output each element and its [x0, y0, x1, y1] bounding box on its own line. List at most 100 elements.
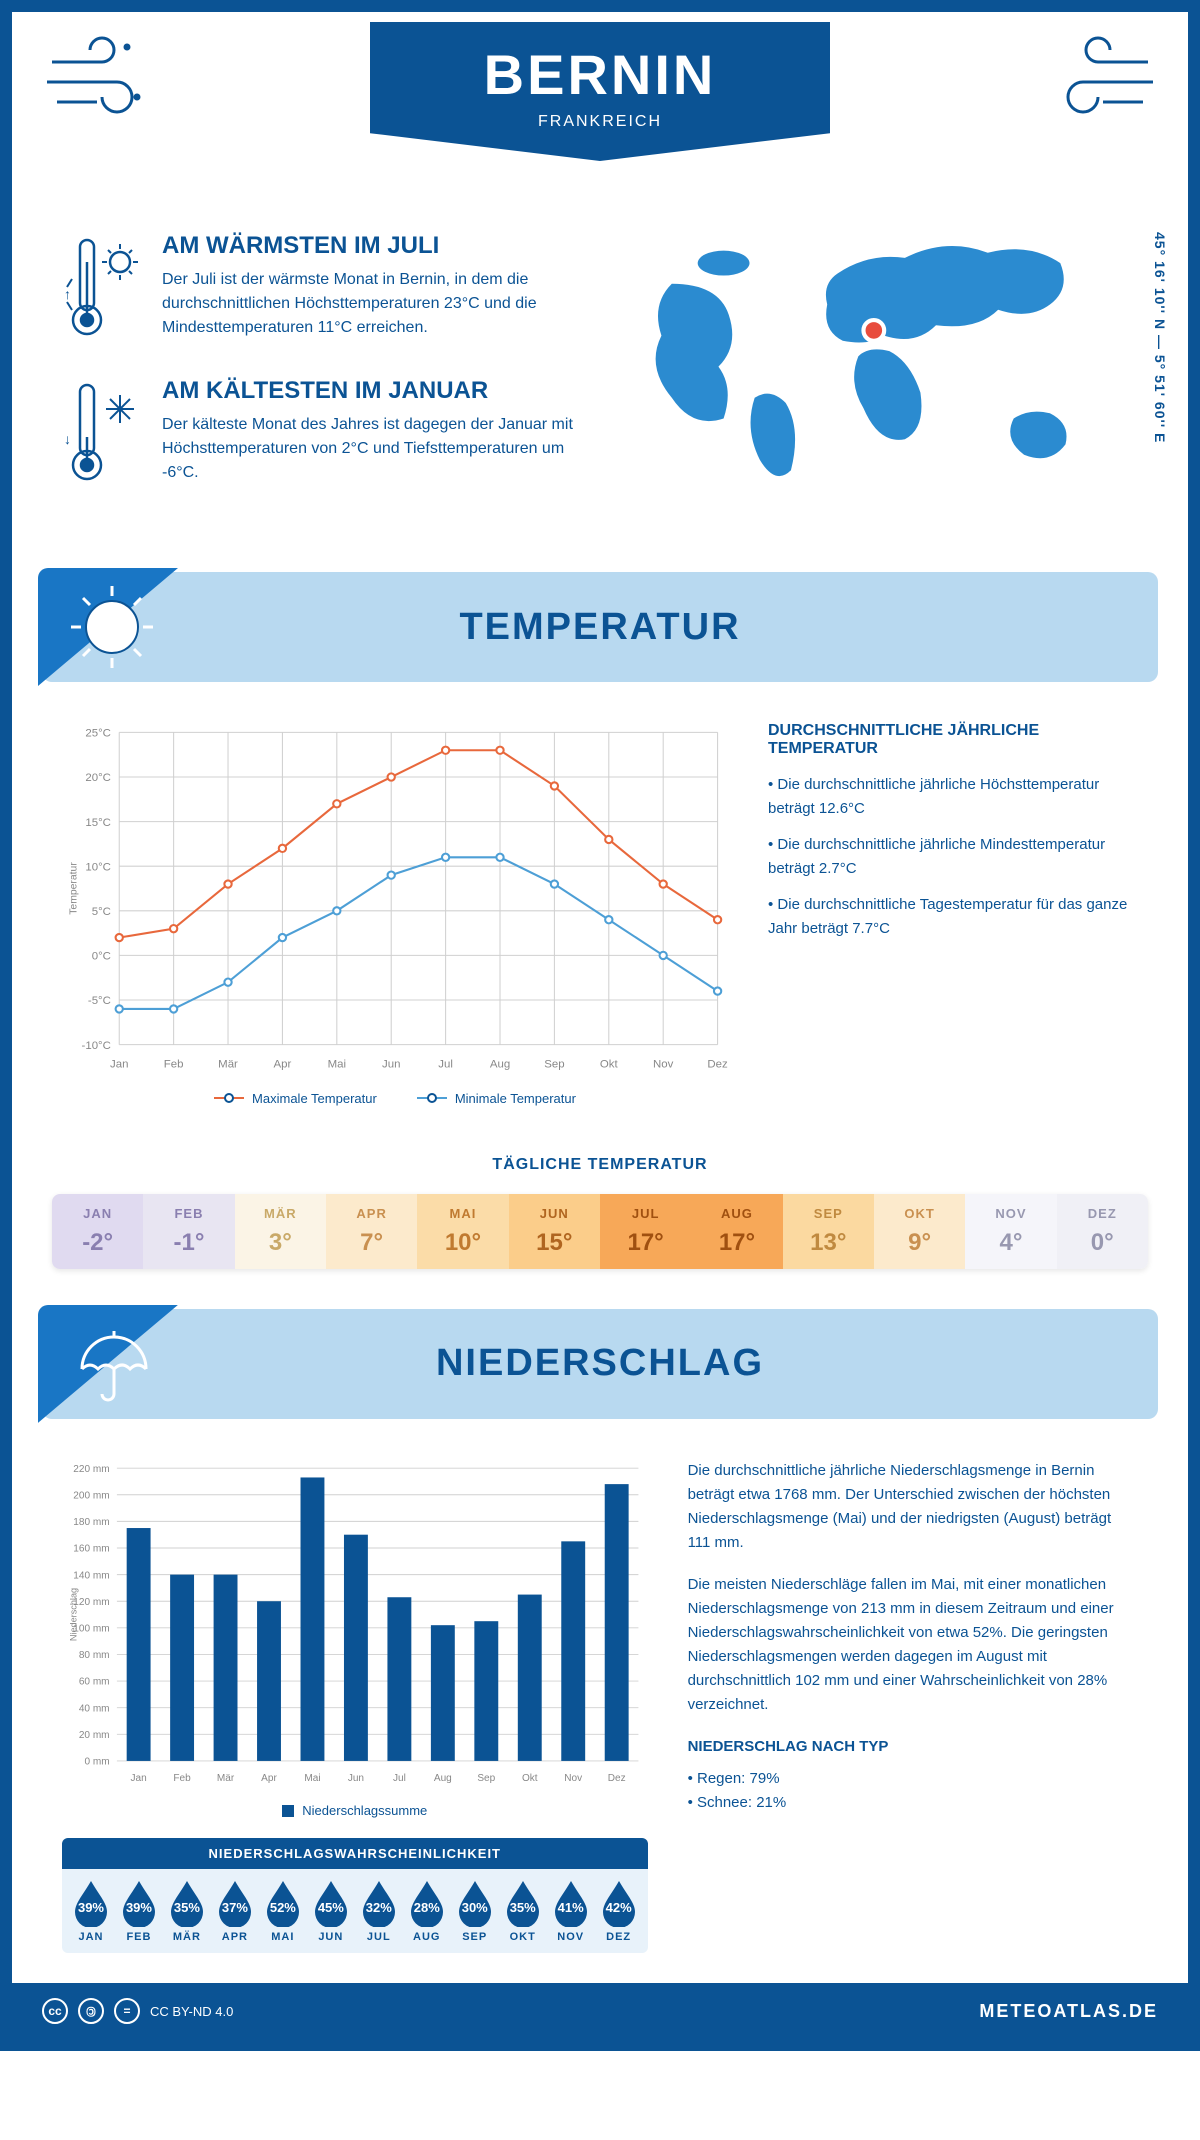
svg-text:Apr: Apr: [261, 1773, 277, 1784]
drop-icon: 42%: [599, 1879, 639, 1927]
wind-icon: [42, 32, 162, 127]
svg-text:140 mm: 140 mm: [73, 1570, 109, 1581]
prob-cell: 32% JUL: [355, 1879, 403, 1943]
month-cell: DEZ0°: [1057, 1194, 1148, 1269]
location-marker-icon: [863, 320, 884, 341]
prob-row: 39% JAN 39% FEB 35% MÄR 37% APR: [62, 1869, 648, 1953]
precip-legend: Niederschlagssumme: [62, 1803, 648, 1818]
svg-text:Sep: Sep: [477, 1773, 495, 1784]
precipitation-section: 0 mm20 mm40 mm60 mm80 mm100 mm120 mm140 …: [12, 1429, 1188, 1983]
thermometer-snow-icon: ↓: [62, 377, 142, 492]
svg-text:Temperatur: Temperatur: [69, 862, 80, 915]
temperature-chart: -10°C-5°C0°C5°C10°C15°C20°C25°CJanFebMär…: [62, 722, 728, 1106]
license-text: CC BY-ND 4.0: [150, 2004, 233, 2019]
country-name: FRANKREICH: [370, 113, 830, 131]
coldest-text: Der kälteste Monat des Jahres ist dagege…: [162, 413, 580, 485]
svg-text:180 mm: 180 mm: [73, 1517, 109, 1528]
svg-text:Mär: Mär: [217, 1773, 235, 1784]
svg-text:20 mm: 20 mm: [79, 1730, 110, 1741]
warmest-fact: ↑ AM WÄRMSTEN IM JULI Der Juli ist der w…: [62, 232, 580, 347]
svg-text:25°C: 25°C: [85, 728, 111, 740]
prob-cell: 52% MAI: [259, 1879, 307, 1943]
svg-text:Jul: Jul: [393, 1773, 406, 1784]
svg-text:200 mm: 200 mm: [73, 1490, 109, 1501]
month-cell: JUL17°: [600, 1194, 691, 1269]
by-icon: 🄯: [78, 1998, 104, 2024]
prob-cell: 42% DEZ: [595, 1879, 643, 1943]
svg-text:Dez: Dez: [608, 1773, 626, 1784]
daily-temp-table: JAN-2° FEB-1° MÄR3° APR7° MAI10° JUN15° …: [52, 1194, 1148, 1269]
legend-max: Maximale Temperatur: [252, 1091, 377, 1106]
month-cell: MAI10°: [417, 1194, 508, 1269]
precipitation-section-header: NIEDERSCHLAG: [42, 1309, 1158, 1419]
title-banner: BERNIN FRANKREICH: [370, 22, 830, 161]
svg-text:Mai: Mai: [328, 1058, 346, 1070]
svg-text:Jul: Jul: [438, 1058, 453, 1070]
warmest-text: Der Juli ist der wärmste Monat in Bernin…: [162, 268, 580, 340]
prob-cell: 35% MÄR: [163, 1879, 211, 1943]
header: BERNIN FRANKREICH: [12, 12, 1188, 212]
precipitation-chart: 0 mm20 mm40 mm60 mm80 mm100 mm120 mm140 …: [62, 1459, 648, 1788]
temp-bullet: • Die durchschnittliche Tagestemperatur …: [768, 893, 1138, 941]
map-column: 45° 16' 10'' N — 5° 51' 60'' E: [620, 232, 1138, 522]
svg-text:80 mm: 80 mm: [79, 1650, 110, 1661]
precip-legend-label: Niederschlagssumme: [302, 1803, 427, 1818]
umbrella-icon: [67, 1319, 157, 1414]
precipitation-left: 0 mm20 mm40 mm60 mm80 mm100 mm120 mm140 …: [62, 1459, 648, 1953]
svg-text:Jan: Jan: [110, 1058, 128, 1070]
svg-text:-5°C: -5°C: [88, 995, 111, 1007]
prob-cell: 39% FEB: [115, 1879, 163, 1943]
month-cell: SEP13°: [783, 1194, 874, 1269]
svg-text:Feb: Feb: [164, 1058, 184, 1070]
svg-text:Sep: Sep: [544, 1058, 564, 1070]
svg-text:100 mm: 100 mm: [73, 1623, 109, 1634]
thermometer-sun-icon: ↑: [62, 232, 142, 347]
svg-text:Feb: Feb: [173, 1773, 191, 1784]
svg-text:Niederschlag: Niederschlag: [69, 1588, 79, 1641]
precipitation-title: NIEDERSCHLAG: [42, 1342, 1158, 1385]
svg-text:-10°C: -10°C: [82, 1040, 111, 1052]
prob-cell: 45% JUN: [307, 1879, 355, 1943]
month-cell: MÄR3°: [235, 1194, 326, 1269]
svg-text:40 mm: 40 mm: [79, 1703, 110, 1714]
prob-header: NIEDERSCHLAGSWAHRSCHEINLICHKEIT: [62, 1838, 648, 1869]
svg-text:Apr: Apr: [274, 1058, 292, 1070]
svg-text:Jun: Jun: [382, 1058, 400, 1070]
precip-type-snow: • Schnee: 21%: [688, 1791, 1138, 1815]
temperature-title: TEMPERATUR: [42, 606, 1158, 649]
prob-cell: 30% SEP: [451, 1879, 499, 1943]
svg-text:Okt: Okt: [600, 1058, 619, 1070]
drop-icon: 30%: [455, 1879, 495, 1927]
prob-cell: 28% AUG: [403, 1879, 451, 1943]
sun-icon: [67, 582, 157, 677]
prob-cell: 37% APR: [211, 1879, 259, 1943]
svg-text:10°C: 10°C: [85, 861, 111, 873]
month-cell: APR7°: [326, 1194, 417, 1269]
drop-icon: 52%: [263, 1879, 303, 1927]
precip-p1: Die durchschnittliche jährliche Niedersc…: [688, 1459, 1138, 1555]
temperature-section-header: TEMPERATUR: [42, 572, 1158, 682]
svg-text:160 mm: 160 mm: [73, 1543, 109, 1554]
coldest-title: AM KÄLTESTEN IM JANUAR: [162, 377, 580, 405]
svg-text:Nov: Nov: [653, 1058, 674, 1070]
svg-text:220 mm: 220 mm: [73, 1464, 109, 1475]
svg-text:120 mm: 120 mm: [73, 1597, 109, 1608]
svg-text:Jan: Jan: [131, 1773, 147, 1784]
cc-icon: cc: [42, 1998, 68, 2024]
svg-text:Aug: Aug: [490, 1058, 510, 1070]
month-cell: JAN-2°: [52, 1194, 143, 1269]
month-cell: JUN15°: [509, 1194, 600, 1269]
svg-text:Nov: Nov: [564, 1773, 582, 1784]
svg-text:15°C: 15°C: [85, 817, 111, 829]
svg-text:↓: ↓: [64, 431, 71, 447]
chart-legend: Maximale Temperatur Minimale Temperatur: [62, 1091, 728, 1106]
temperature-info: DURCHSCHNITTLICHE JÄHRLICHE TEMPERATUR •…: [768, 722, 1138, 1106]
facts-column: ↑ AM WÄRMSTEN IM JULI Der Juli ist der w…: [62, 232, 580, 522]
svg-text:5°C: 5°C: [92, 906, 111, 918]
svg-text:↑: ↑: [64, 286, 71, 302]
coordinates: 45° 16' 10'' N — 5° 51' 60'' E: [1152, 232, 1168, 443]
site-name: METEOATLAS.DE: [979, 2001, 1158, 2022]
drop-icon: 39%: [119, 1879, 159, 1927]
temp-bullet: • Die durchschnittliche jährliche Mindes…: [768, 833, 1138, 881]
precipitation-text: Die durchschnittliche jährliche Niedersc…: [688, 1459, 1138, 1953]
